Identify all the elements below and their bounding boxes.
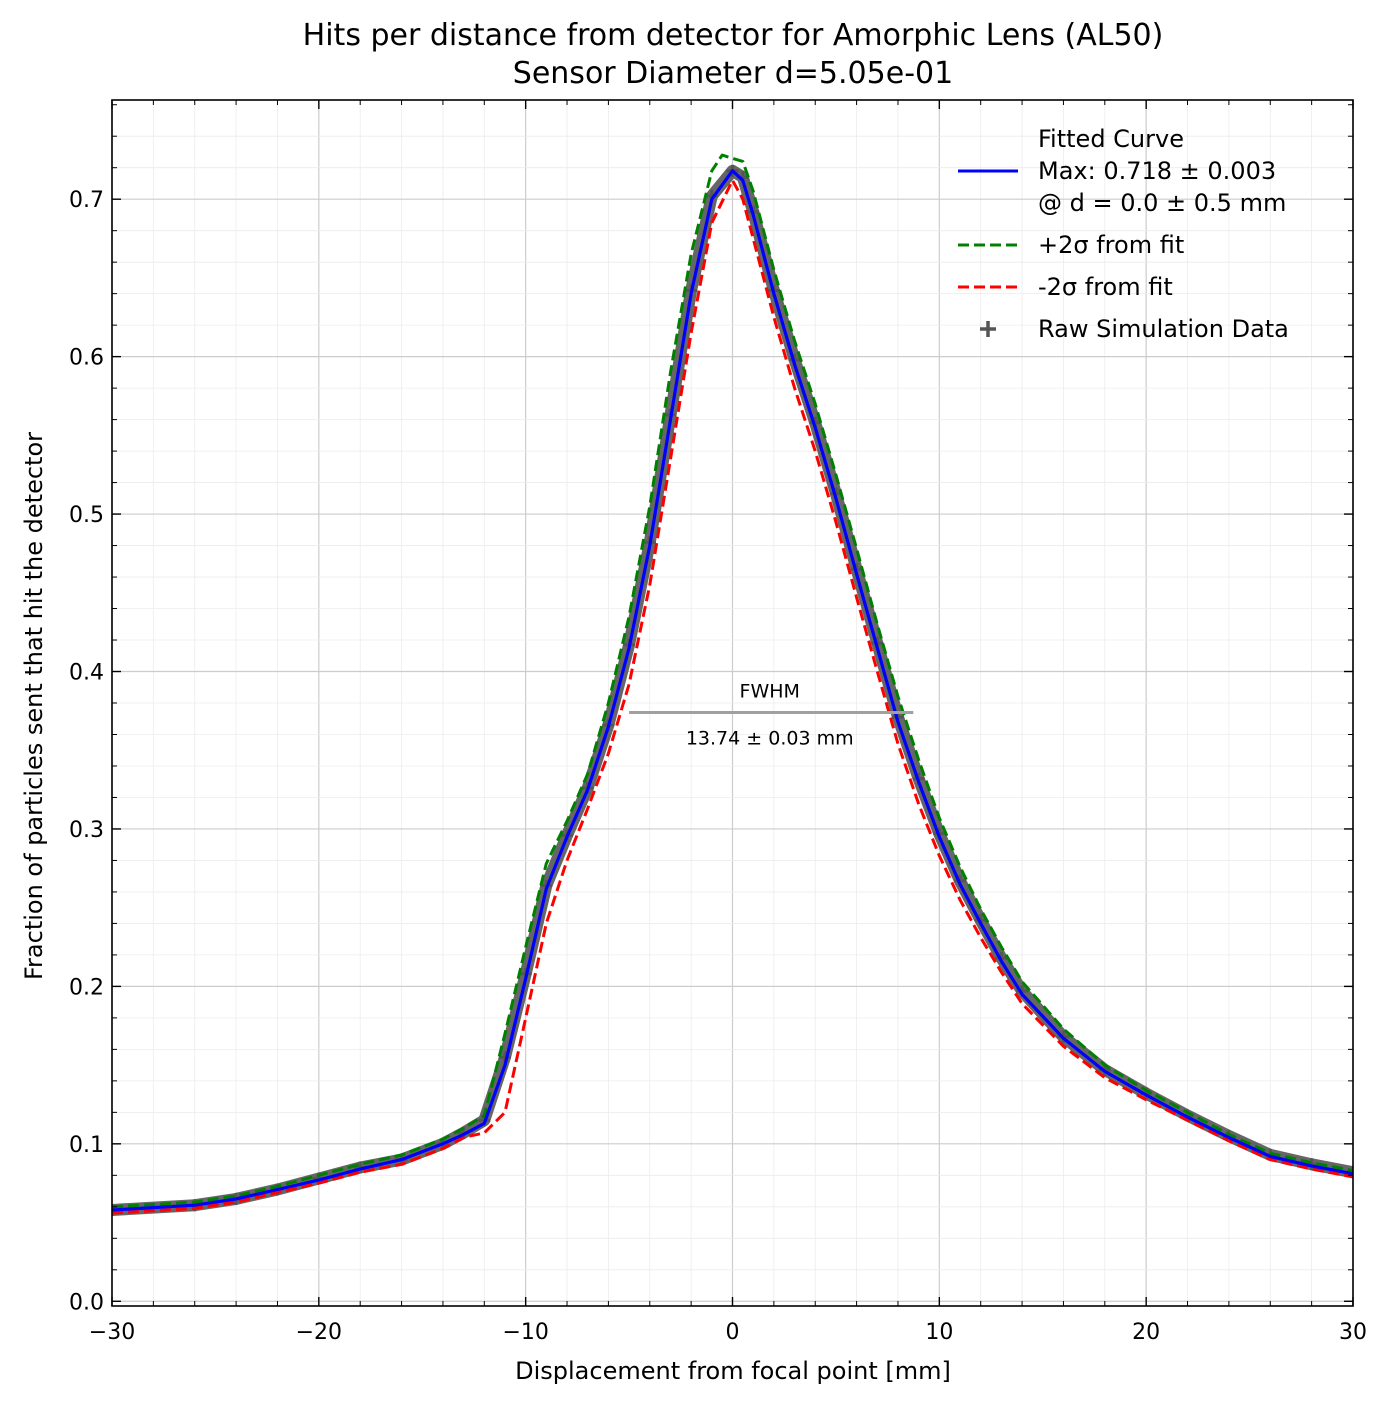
fwhm-label: FWHM bbox=[740, 680, 800, 702]
plot-series bbox=[112, 153, 1353, 1216]
x-tick-label: 30 bbox=[1339, 1320, 1367, 1345]
y-tick-label: 0.3 bbox=[69, 818, 104, 843]
y-tick-label: 0.5 bbox=[69, 503, 104, 528]
legend-label: Fitted Curve bbox=[1038, 125, 1184, 153]
chart-subtitle: Sensor Diameter d=5.05e-01 bbox=[513, 56, 953, 91]
y-tick-label: 0.0 bbox=[69, 1290, 104, 1315]
x-tick-label: 10 bbox=[925, 1320, 953, 1345]
y-tick-label: 0.1 bbox=[69, 1133, 104, 1158]
x-tick-label: −30 bbox=[89, 1320, 135, 1345]
y-tick-label: 0.4 bbox=[69, 661, 104, 686]
y-tick-label: 0.7 bbox=[69, 188, 104, 213]
legend-label: -2σ from fit bbox=[1038, 273, 1173, 301]
legend: Fitted Curve Max: 0.718 ± 0.003 @ d = 0.0 … bbox=[958, 125, 1289, 343]
axis-ticks: −30 −20 −10 0 10 20 30 0.0 0.1 0.2 0.3 0.4 0.5 0.6 0.7 bbox=[69, 100, 1367, 1345]
x-axis-label: Displacement from focal point [mm] bbox=[515, 1357, 951, 1385]
x-tick-label: −20 bbox=[296, 1320, 342, 1345]
legend-marker-raw bbox=[980, 321, 996, 337]
fwhm-annotation: FWHM 13.74 ± 0.03 mm bbox=[629, 680, 914, 749]
fitted-curve-line bbox=[112, 169, 1353, 1212]
x-tick-label: 20 bbox=[1132, 1320, 1160, 1345]
y-axis-label: Fraction of particles sent that hit the … bbox=[20, 432, 48, 980]
chart-title: Hits per distance from detector for Amor… bbox=[303, 18, 1164, 53]
minus-2sigma-line bbox=[112, 178, 1353, 1215]
plus-2sigma-line bbox=[112, 153, 1353, 1209]
legend-label: +2σ from fit bbox=[1038, 231, 1184, 259]
legend-label: Max: 0.718 ± 0.003 bbox=[1038, 157, 1276, 185]
legend-label: @ d = 0.0 ± 0.5 mm bbox=[1038, 189, 1286, 217]
fwhm-value-label: 13.74 ± 0.03 mm bbox=[686, 727, 854, 749]
y-tick-label: 0.2 bbox=[69, 975, 104, 1000]
x-tick-label: −10 bbox=[502, 1320, 548, 1345]
y-tick-label: 0.6 bbox=[69, 346, 104, 371]
legend-label: Raw Simulation Data bbox=[1038, 315, 1289, 343]
x-tick-label: 0 bbox=[726, 1320, 740, 1345]
